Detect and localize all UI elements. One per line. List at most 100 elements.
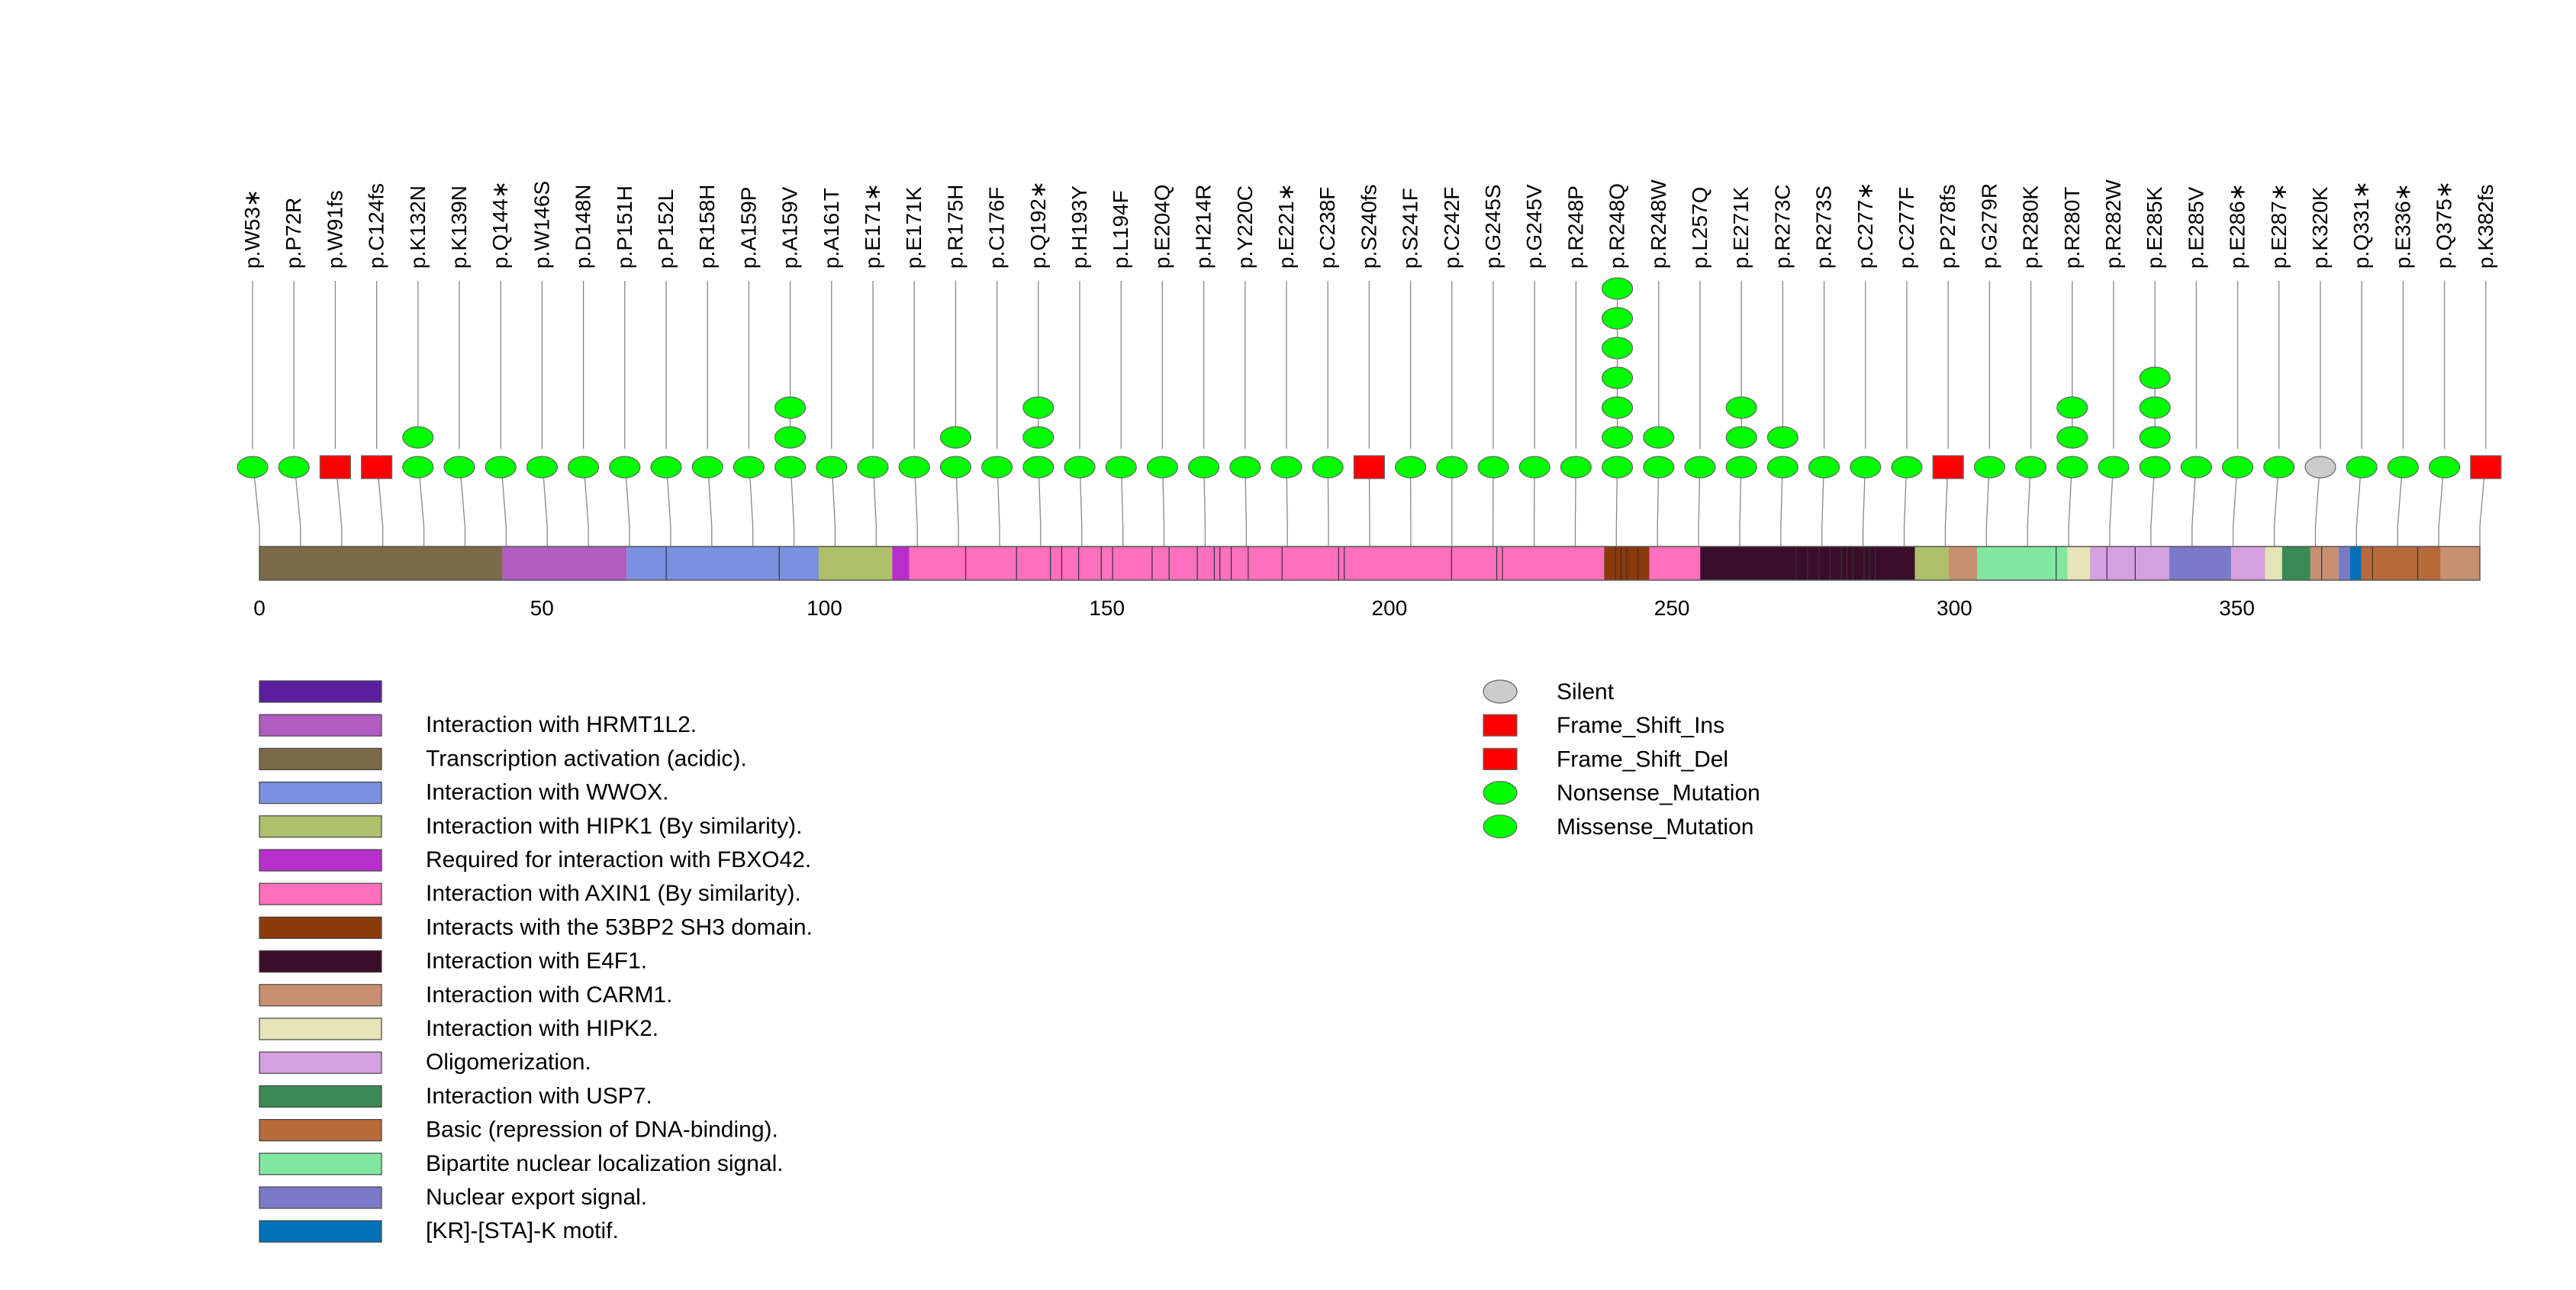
mutation-marker bbox=[1064, 456, 1096, 479]
domain-segment bbox=[2169, 547, 2232, 580]
mutation-marker bbox=[2139, 426, 2171, 449]
mutation-label: p.E285K bbox=[2143, 186, 2166, 269]
domain-legend-swatch bbox=[259, 781, 382, 805]
domain-legend-label: Required for interaction with FBXO42. bbox=[426, 847, 811, 872]
x-tick-label: 150 bbox=[1089, 596, 1125, 620]
mutation-marker bbox=[443, 456, 475, 479]
mutation-marker bbox=[939, 456, 972, 479]
x-tick-label: 250 bbox=[1654, 596, 1690, 620]
domain-legend-swatch bbox=[259, 1186, 382, 1209]
mutation-marker bbox=[1973, 456, 2005, 479]
mutation-marker bbox=[1312, 456, 1344, 479]
mutation-label: p.P152L bbox=[654, 189, 678, 269]
domain-legend-label: Oligomerization. bbox=[426, 1050, 591, 1075]
domain-legend-label: Interaction with WWOX. bbox=[426, 780, 668, 805]
domain-legend-swatch bbox=[259, 1118, 382, 1142]
mutation-label: p.E221∗ bbox=[1274, 183, 1298, 269]
mutation-label: p.K139N bbox=[447, 185, 471, 269]
mutation-marker bbox=[980, 456, 1013, 479]
domain-legend-label: Basic (repression of DNA-binding). bbox=[426, 1117, 778, 1143]
mutation-marker bbox=[1602, 426, 1634, 449]
domain-legend-label: Bipartite nuclear localization signal. bbox=[426, 1151, 784, 1176]
mutation-label: p.C242F bbox=[1440, 187, 1463, 269]
mutation-label: p.H214R bbox=[1192, 184, 1216, 269]
mutation-marker bbox=[1932, 455, 1964, 479]
mutation-marker bbox=[1602, 366, 1634, 389]
mutation-label: p.C277∗ bbox=[1853, 182, 1877, 269]
mutation-label: p.Q144∗ bbox=[488, 181, 512, 269]
mutation-marker bbox=[361, 455, 393, 479]
mutation-marker bbox=[1436, 456, 1468, 479]
mutation-marker bbox=[2056, 456, 2088, 479]
domain-segment bbox=[259, 547, 503, 580]
mutation-marker bbox=[1022, 396, 1055, 419]
domain-legend-swatch bbox=[259, 1017, 382, 1040]
mutation-marker bbox=[2139, 396, 2171, 419]
mutation-label: p.Q192∗ bbox=[1026, 181, 1050, 269]
mutation-label: p.A159P bbox=[736, 187, 760, 269]
mutation-marker bbox=[2387, 456, 2419, 479]
mutation-marker bbox=[526, 456, 559, 479]
mutation-marker bbox=[1808, 456, 1840, 479]
mutation-label: p.R273C bbox=[1770, 184, 1794, 269]
domain-segment bbox=[892, 547, 910, 580]
mutation-marker bbox=[2470, 455, 2502, 479]
mutation-legend-marker bbox=[1483, 679, 1518, 704]
mutation-label: p.G279R bbox=[1977, 183, 2001, 269]
mutation-marker bbox=[2056, 396, 2088, 419]
mutation-label: p.L257Q bbox=[1688, 187, 1711, 269]
mutation-label: p.D148N bbox=[572, 184, 595, 269]
domain-legend-label: Interaction with HRMT1L2. bbox=[426, 712, 697, 737]
mutation-marker bbox=[237, 456, 269, 479]
mutation-label: p.R248Q bbox=[1605, 183, 1629, 269]
protein-bar bbox=[259, 546, 2481, 581]
domain-legend-swatch bbox=[259, 714, 382, 737]
mutation-marker bbox=[1602, 337, 1634, 360]
mutation-marker bbox=[857, 456, 889, 479]
mutation-legend-label: Frame_Shift_Del bbox=[1557, 747, 1728, 772]
mutation-marker bbox=[2222, 456, 2254, 479]
mutation-marker bbox=[939, 426, 972, 449]
mutation-label: p.E286∗ bbox=[2226, 183, 2249, 269]
x-tick-label: 200 bbox=[1372, 596, 1408, 620]
mutation-label: p.K320K bbox=[2308, 186, 2332, 269]
mutation-marker bbox=[774, 396, 807, 419]
mutation-label: p.E336∗ bbox=[2391, 183, 2414, 269]
mutation-marker bbox=[1725, 456, 1757, 479]
mutation-label: p.R273S bbox=[1812, 185, 1836, 269]
mutation-marker bbox=[816, 456, 848, 479]
mutation-marker bbox=[2139, 456, 2171, 479]
mutation-label: p.W53∗ bbox=[240, 189, 264, 269]
mutation-marker bbox=[774, 426, 807, 449]
mutation-label: p.E271K bbox=[1729, 186, 1753, 269]
domain-segment bbox=[2281, 547, 2310, 580]
mutation-label: p.K132N bbox=[406, 185, 430, 269]
domain-legend-swatch bbox=[259, 984, 382, 1007]
mutation-marker bbox=[733, 456, 765, 479]
x-tick-label: 100 bbox=[807, 596, 842, 620]
mutation-legend-label: Missense_Mutation bbox=[1557, 814, 1753, 840]
mutation-label: p.P278fs bbox=[1936, 184, 1959, 269]
domain-segment bbox=[1914, 547, 1949, 580]
x-tick-label: 0 bbox=[253, 596, 266, 620]
domain-legend-swatch bbox=[259, 747, 382, 771]
domain-segment bbox=[626, 547, 819, 580]
mutation-marker bbox=[1270, 456, 1302, 479]
domain-legend-swatch bbox=[259, 1051, 382, 1074]
mutation-marker bbox=[1229, 456, 1261, 479]
domain-segment bbox=[2349, 547, 2362, 580]
domain-legend-label: Interaction with AXIN1 (By similarity). bbox=[426, 881, 801, 906]
domain-legend-swatch bbox=[259, 1085, 382, 1108]
mutation-label: p.L194F bbox=[1109, 190, 1132, 269]
mutation-label: p.R248P bbox=[1563, 185, 1587, 269]
domain-segment bbox=[2440, 547, 2480, 580]
mutation-marker bbox=[1518, 456, 1550, 479]
mutation-marker bbox=[650, 456, 682, 479]
mutation-marker bbox=[2346, 456, 2378, 479]
mutation-marker bbox=[2180, 456, 2212, 479]
mutation-legend-marker bbox=[1483, 747, 1518, 771]
mutation-marker bbox=[1725, 396, 1757, 419]
domain-legend-swatch bbox=[259, 950, 382, 973]
domain-segment bbox=[2338, 547, 2350, 580]
domain-legend-label: Transcription activation (acidic). bbox=[426, 746, 747, 771]
